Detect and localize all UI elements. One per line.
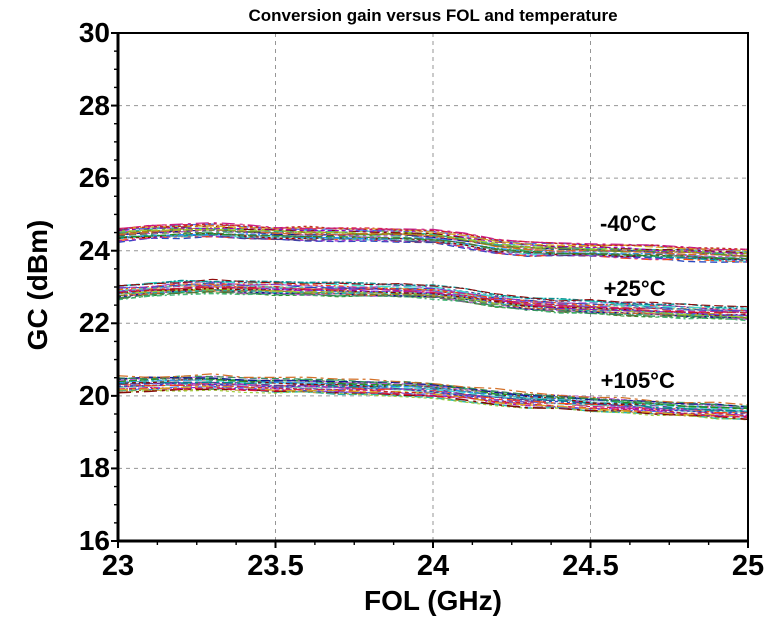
y-tick-label: 26 [78,162,110,194]
y-tick-label: 24 [78,234,110,266]
y-tick-label: 20 [78,379,110,411]
annotation-plus25c: +25°C [603,275,666,301]
y-tick-label: 30 [78,17,110,48]
x-tick-label: 23 [101,550,135,582]
y-tick-label: 16 [78,525,110,556]
x-axis-title: FOL (GHz) [364,585,502,616]
y-tick-label: 28 [78,89,110,121]
x-tick-label: 24.5 [562,550,619,582]
y-tick-label: 18 [78,452,110,484]
x-tick-label: 23.5 [247,550,304,582]
annotation-plus105c: +105°C [600,367,675,393]
x-tick-label: 24 [416,550,450,582]
y-tick-label: 22 [78,307,110,339]
chart-title: Conversion gain versus FOL and temperatu… [248,6,618,25]
annotation-minus40c: -40°C [600,211,657,237]
x-tick-label: 25 [731,550,765,582]
